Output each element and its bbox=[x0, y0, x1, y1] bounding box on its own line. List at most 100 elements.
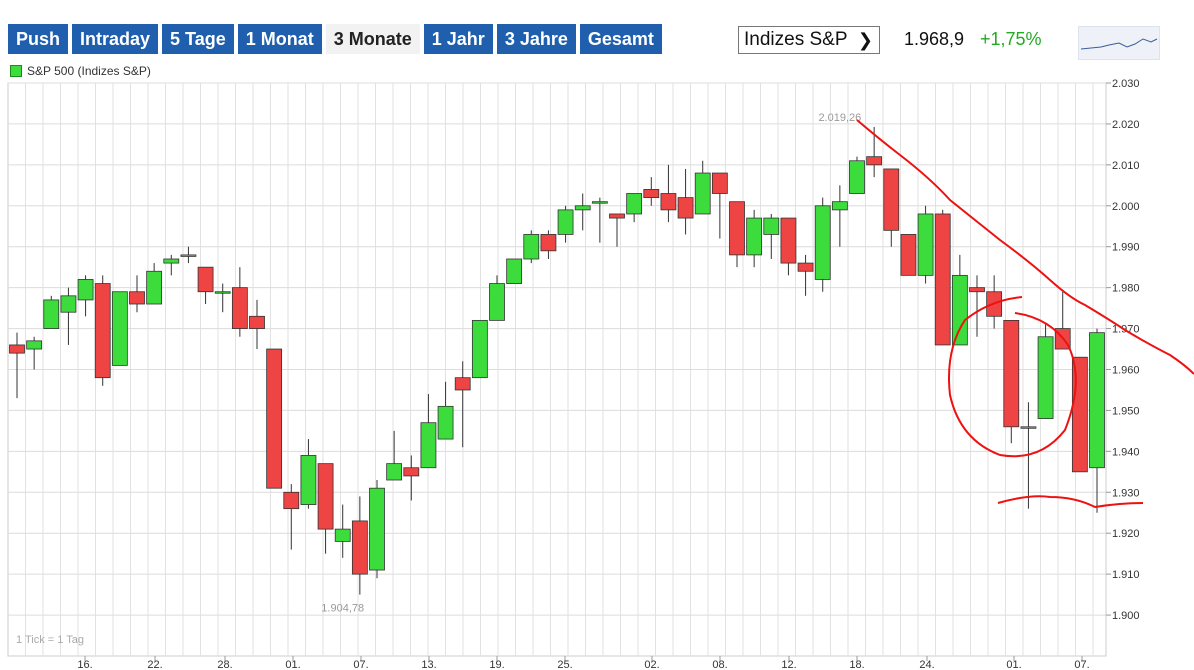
y-tick-label: 1.910 bbox=[1112, 569, 1140, 581]
candle bbox=[214, 283, 231, 313]
candle-body-up bbox=[917, 213, 934, 276]
hand-drawn-annotations bbox=[856, 119, 1194, 509]
tab-5-tage[interactable]: 5 Tage bbox=[162, 24, 234, 54]
mini-chart-thumbnail[interactable] bbox=[1078, 26, 1160, 60]
tab-1-monat[interactable]: 1 Monat bbox=[237, 24, 322, 54]
x-tick-label: 01. bbox=[285, 659, 300, 670]
candle bbox=[300, 439, 317, 509]
tab-1-jahr[interactable]: 1 Jahr bbox=[423, 24, 493, 54]
candle-body-down bbox=[1071, 356, 1088, 473]
candle bbox=[283, 484, 300, 550]
tab-gesamt[interactable]: Gesamt bbox=[579, 24, 662, 54]
index-select-value: Indizes S&P bbox=[744, 29, 848, 50]
candle bbox=[540, 230, 557, 259]
candle-body-down bbox=[454, 377, 471, 391]
candle-body-up bbox=[814, 205, 831, 280]
candle bbox=[849, 156, 865, 194]
index-select[interactable]: Indizes S&P ❯ bbox=[738, 26, 880, 54]
candle-body-down bbox=[1003, 319, 1020, 428]
candle bbox=[1037, 324, 1054, 420]
candle bbox=[111, 291, 128, 366]
candle-body-up bbox=[951, 274, 968, 346]
x-tick-label: 01. bbox=[1006, 659, 1021, 670]
candle-body-down bbox=[317, 463, 334, 530]
y-tick-label: 2.010 bbox=[1112, 160, 1140, 172]
x-tick-label: 19. bbox=[489, 659, 504, 670]
candle bbox=[797, 254, 814, 296]
candle-body-up bbox=[369, 487, 385, 571]
chevron-down-icon: ❯ bbox=[857, 30, 873, 50]
x-tick-label: 12. bbox=[781, 659, 796, 670]
candle-body-down bbox=[540, 234, 557, 252]
candle bbox=[1089, 328, 1105, 513]
candle-body-up bbox=[506, 258, 523, 284]
y-tick-label: 1.990 bbox=[1112, 242, 1140, 254]
candle-body-down bbox=[780, 217, 797, 264]
x-tick-label: 07. bbox=[353, 659, 368, 670]
candle bbox=[317, 463, 334, 554]
candle-body-up bbox=[43, 299, 60, 329]
candle bbox=[129, 275, 145, 313]
candle bbox=[197, 266, 214, 305]
tab-3-jahre[interactable]: 3 Jahre bbox=[496, 24, 576, 54]
candle-body-down bbox=[866, 156, 883, 166]
y-tick-label: 2.030 bbox=[1112, 78, 1140, 90]
candle-body-down bbox=[197, 266, 214, 293]
candle bbox=[763, 213, 780, 259]
candle bbox=[231, 267, 248, 337]
candle bbox=[626, 193, 643, 223]
candle bbox=[900, 234, 917, 276]
tab-intraday[interactable]: Intraday bbox=[72, 24, 159, 54]
candle bbox=[780, 217, 797, 276]
candle bbox=[677, 168, 694, 235]
candle-body-down bbox=[231, 287, 248, 329]
value-label: 1.904,78 bbox=[321, 603, 364, 615]
candle bbox=[969, 275, 985, 337]
candle bbox=[917, 205, 934, 284]
candle-body-up bbox=[763, 217, 780, 235]
candle-body-up bbox=[591, 201, 608, 204]
tab-3-monate[interactable]: 3 Monate bbox=[325, 24, 420, 54]
candle-body-up bbox=[1089, 332, 1105, 469]
sparkline bbox=[1080, 38, 1158, 50]
candle-body-up bbox=[1037, 336, 1054, 420]
y-tick-label: 1.900 bbox=[1112, 610, 1140, 622]
candle bbox=[746, 209, 763, 268]
chart-legend: S&P 500 (Indizes S&P) bbox=[10, 64, 151, 78]
candle-body-down bbox=[883, 168, 900, 231]
x-tick-label: 08. bbox=[712, 659, 727, 670]
candle-body-down bbox=[609, 213, 625, 219]
current-price: 1.968,9 bbox=[904, 29, 965, 49]
circle-annotation bbox=[948, 296, 1077, 458]
candle bbox=[180, 246, 197, 264]
candle-body-up bbox=[471, 319, 488, 379]
candle-body-up bbox=[386, 463, 403, 481]
candle bbox=[814, 197, 831, 292]
x-tick-label: 18. bbox=[849, 659, 864, 670]
candle-body-up bbox=[523, 234, 540, 260]
candle-body-down bbox=[643, 189, 660, 199]
candle bbox=[43, 295, 60, 329]
candle bbox=[454, 361, 471, 448]
candle bbox=[609, 213, 625, 247]
candle bbox=[369, 480, 385, 579]
candle bbox=[386, 430, 403, 481]
x-tick-label: 28. bbox=[217, 659, 232, 670]
candle bbox=[249, 299, 265, 350]
candle bbox=[660, 164, 677, 223]
candle bbox=[694, 160, 711, 215]
timeframe-tabs: Push Intraday 5 Tage 1 Monat 3 Monate 1 … bbox=[8, 24, 662, 54]
candle-body-up bbox=[77, 279, 94, 301]
candle bbox=[934, 209, 951, 346]
candle bbox=[266, 348, 283, 489]
candle bbox=[9, 332, 25, 399]
candle bbox=[146, 263, 163, 305]
tab-push[interactable]: Push bbox=[8, 24, 69, 54]
candle-series bbox=[9, 126, 1105, 595]
y-tick-label: 1.930 bbox=[1112, 487, 1140, 499]
candle bbox=[420, 394, 437, 469]
candle-body-down bbox=[900, 234, 917, 276]
x-tick-label: 07. bbox=[1074, 659, 1089, 670]
candle-body-down bbox=[969, 287, 985, 293]
candle bbox=[163, 254, 180, 276]
